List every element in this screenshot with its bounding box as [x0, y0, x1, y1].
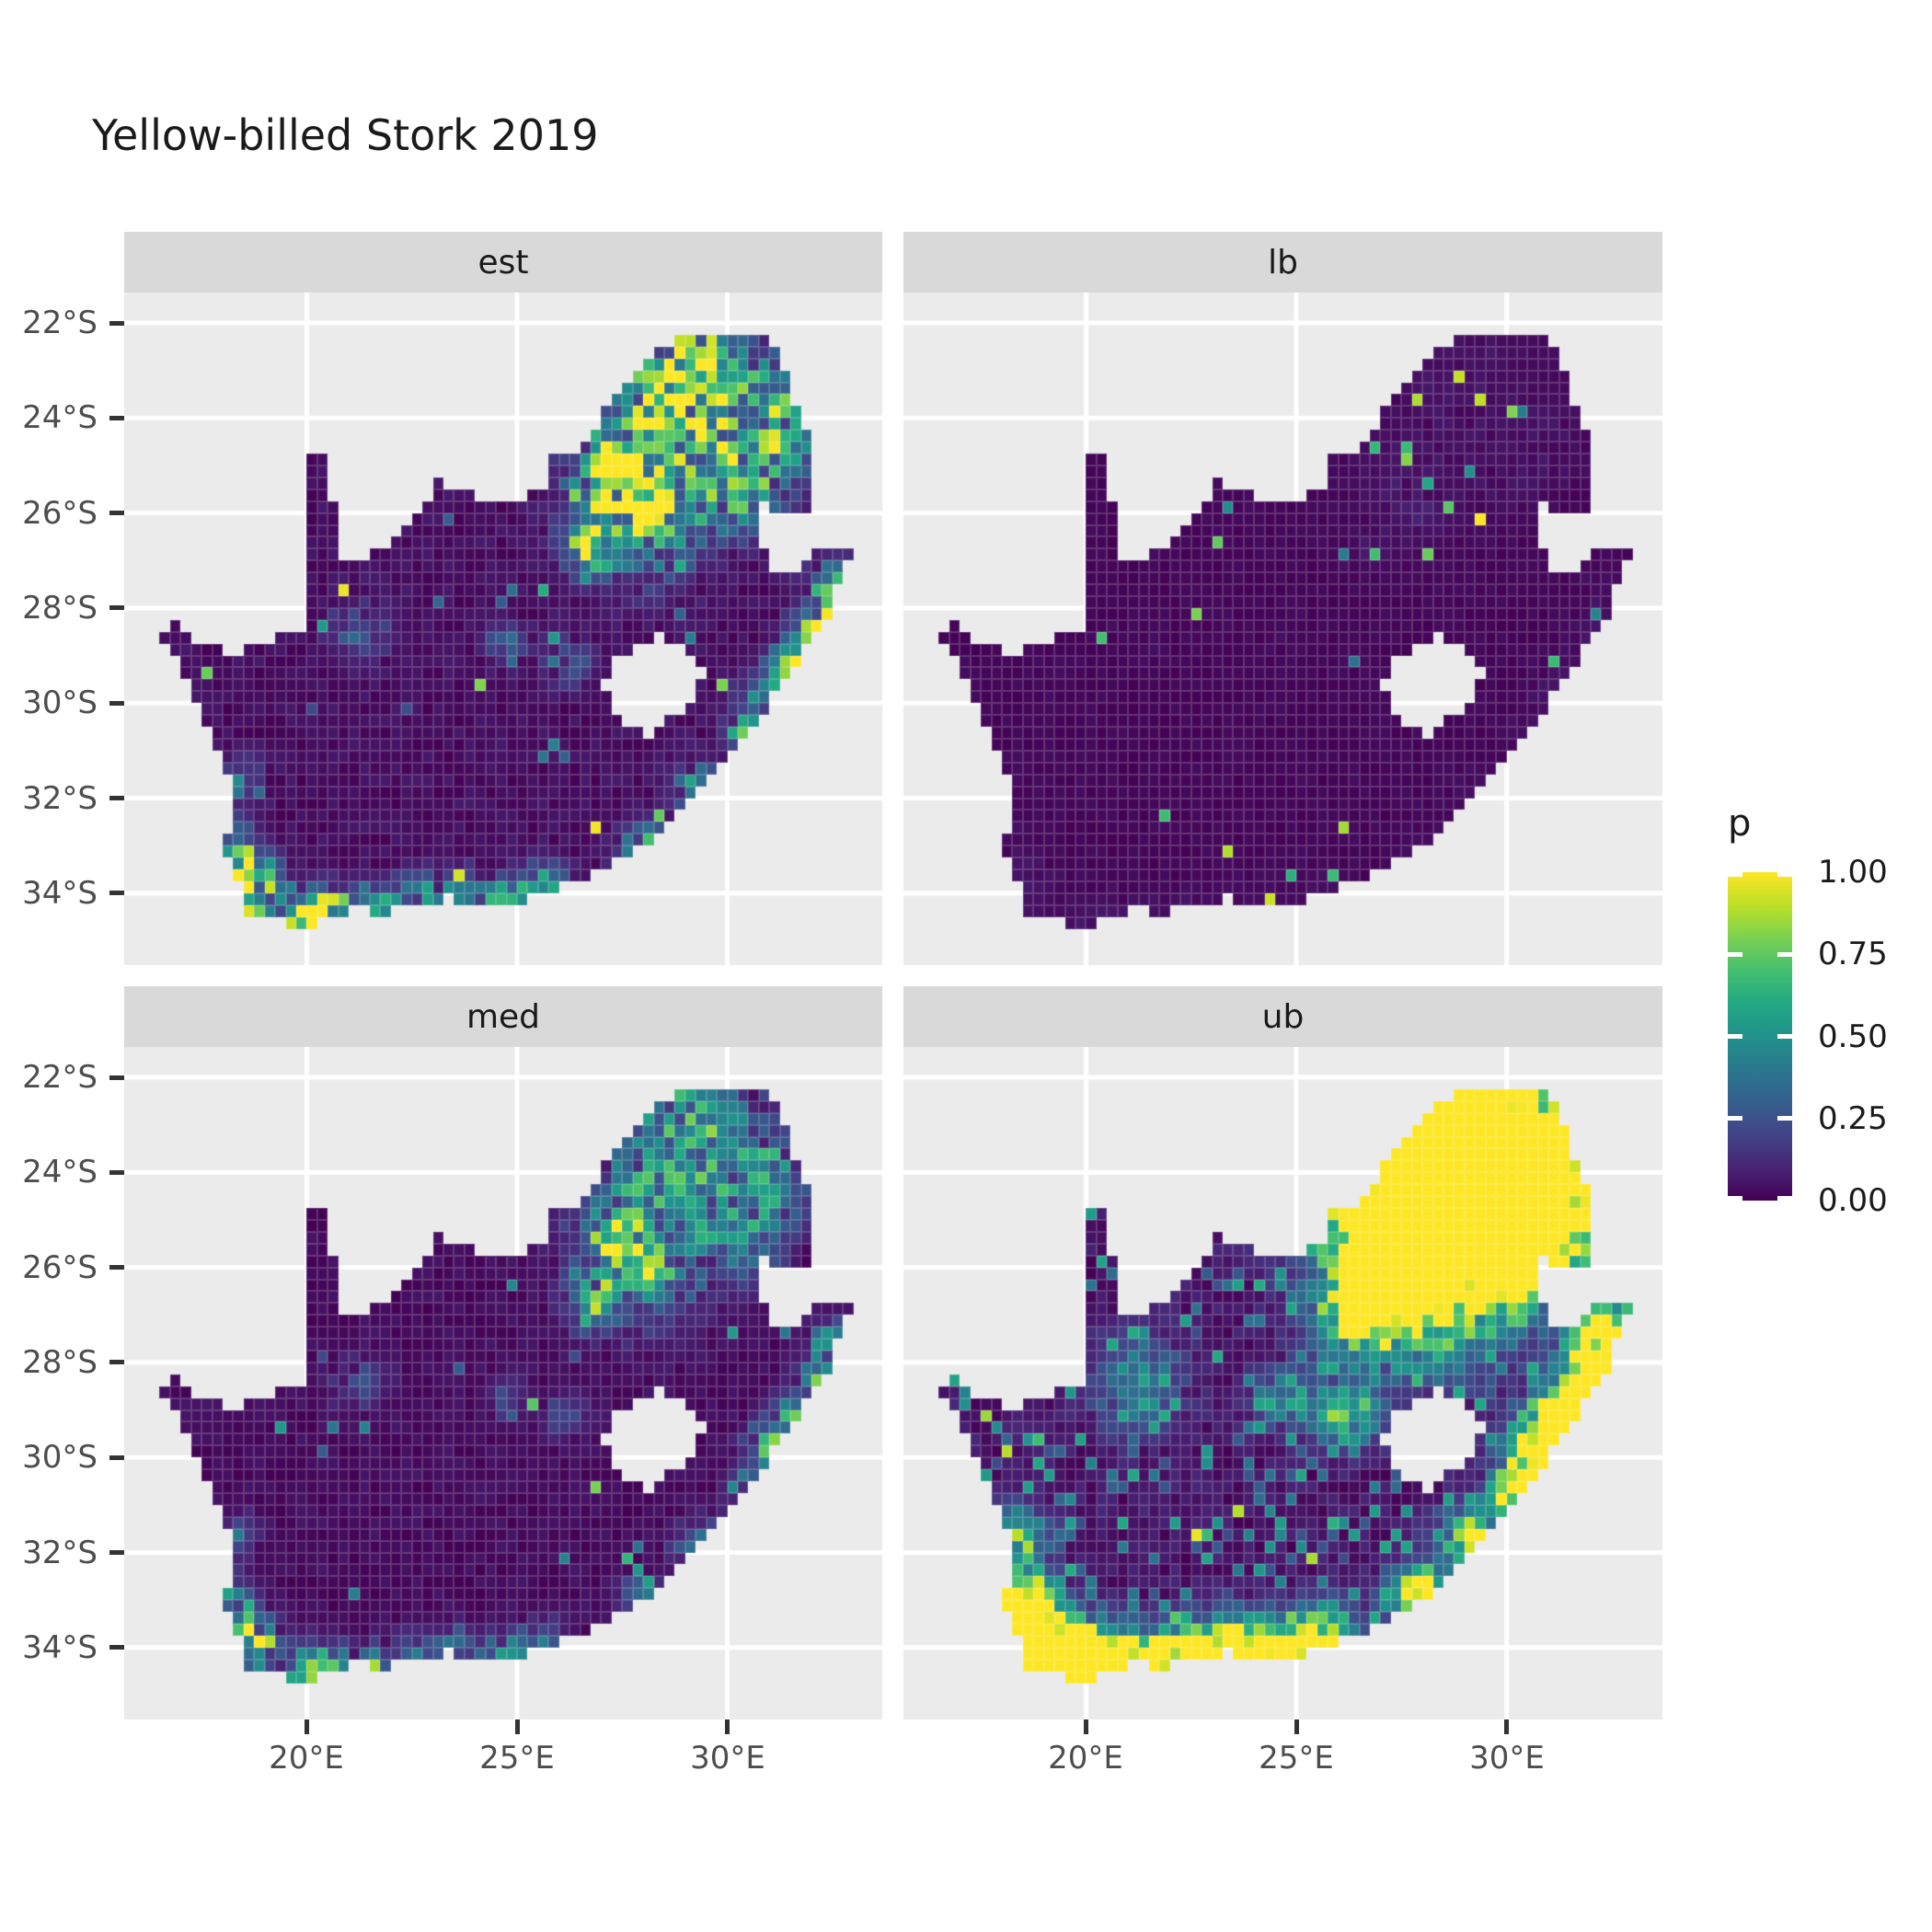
- x-axis-tick-label: 20°E: [269, 1740, 344, 1777]
- legend-tick-mark: [1777, 1034, 1792, 1039]
- y-axis-tick-label: 22°S: [22, 305, 98, 341]
- y-axis-tick-mark: [109, 1265, 124, 1270]
- x-axis-tick-mark: [1504, 1719, 1509, 1734]
- y-axis-tick-mark: [109, 1455, 124, 1460]
- y-axis-tick-label: 24°S: [22, 1154, 98, 1190]
- legend-tick-mark: [1728, 1196, 1742, 1201]
- y-axis-tick-label: 30°S: [22, 1439, 98, 1476]
- legend-tick-label: 0.00: [1818, 1182, 1888, 1219]
- facet-strip-label: est: [477, 243, 529, 282]
- x-axis-tick-label: 20°E: [1048, 1740, 1123, 1777]
- y-axis-tick-mark: [109, 416, 124, 420]
- x-axis-tick-mark: [515, 1719, 520, 1734]
- y-axis-tick-label: 28°S: [22, 1344, 98, 1381]
- x-axis-tick-mark: [725, 1719, 730, 1734]
- y-axis-tick-mark: [109, 1170, 124, 1175]
- legend-tick-mark: [1777, 952, 1792, 957]
- y-axis-tick-label: 24°S: [22, 399, 98, 436]
- x-axis-tick-mark: [305, 1719, 309, 1734]
- facet-strip-label: ub: [1261, 997, 1305, 1036]
- y-axis-tick-label: 34°S: [22, 875, 98, 912]
- facet-strip-label: med: [466, 997, 541, 1036]
- y-axis-tick-label: 28°S: [22, 590, 98, 627]
- map-canvas-lb: [903, 293, 1662, 965]
- y-axis-tick-mark: [109, 321, 124, 326]
- facet-strip-label: lb: [1268, 243, 1298, 282]
- legend-tick-mark: [1728, 952, 1742, 957]
- x-axis-tick-label: 30°E: [690, 1740, 765, 1777]
- facet-strip-ub: ub: [903, 986, 1662, 1047]
- x-axis-tick-mark: [1084, 1719, 1088, 1734]
- y-axis-tick-label: 22°S: [22, 1059, 98, 1096]
- legend-tick-mark: [1777, 872, 1792, 877]
- y-axis-tick-mark: [109, 1645, 124, 1650]
- legend-tick-label: 1.00: [1818, 854, 1888, 891]
- y-axis-tick-mark: [109, 1550, 124, 1555]
- x-axis-tick-label: 25°E: [1259, 1740, 1334, 1777]
- x-axis-tick-mark: [1294, 1719, 1299, 1734]
- y-axis-tick-label: 32°S: [22, 1535, 98, 1571]
- map-canvas-med: [124, 1047, 882, 1719]
- y-axis-tick-mark: [109, 1075, 124, 1080]
- legend-tick-label: 0.75: [1818, 936, 1888, 972]
- legend-tick-label: 0.50: [1818, 1018, 1888, 1055]
- legend-tick-mark: [1777, 1116, 1792, 1121]
- y-axis-tick-label: 26°S: [22, 1249, 98, 1286]
- y-axis-tick-mark: [109, 891, 124, 895]
- y-axis-tick-label: 34°S: [22, 1629, 98, 1666]
- x-axis-tick-label: 25°E: [479, 1740, 555, 1777]
- y-axis-tick-label: 30°S: [22, 684, 98, 721]
- legend-tick-label: 0.25: [1818, 1100, 1888, 1137]
- map-canvas-ub: [903, 1047, 1662, 1719]
- y-axis-tick-mark: [109, 1360, 124, 1364]
- legend-tick-mark: [1728, 1116, 1742, 1121]
- facet-strip-med: med: [124, 986, 882, 1047]
- y-axis-tick-label: 26°S: [22, 495, 98, 532]
- facet-strip-est: est: [124, 232, 882, 293]
- legend-title: p: [1728, 802, 1752, 845]
- y-axis-tick-mark: [109, 701, 124, 706]
- facet-strip-lb: lb: [903, 232, 1662, 293]
- y-axis-tick-mark: [109, 796, 124, 800]
- y-axis-tick-label: 32°S: [22, 780, 98, 817]
- legend-tick-mark: [1728, 872, 1742, 877]
- x-axis-tick-label: 30°E: [1469, 1740, 1545, 1777]
- legend-tick-mark: [1728, 1034, 1742, 1039]
- y-axis-tick-mark: [109, 511, 124, 515]
- legend-tick-mark: [1777, 1196, 1792, 1201]
- y-axis-tick-mark: [109, 605, 124, 610]
- map-canvas-est: [124, 293, 882, 965]
- plot-title: Yellow-billed Stork 2019: [92, 110, 599, 160]
